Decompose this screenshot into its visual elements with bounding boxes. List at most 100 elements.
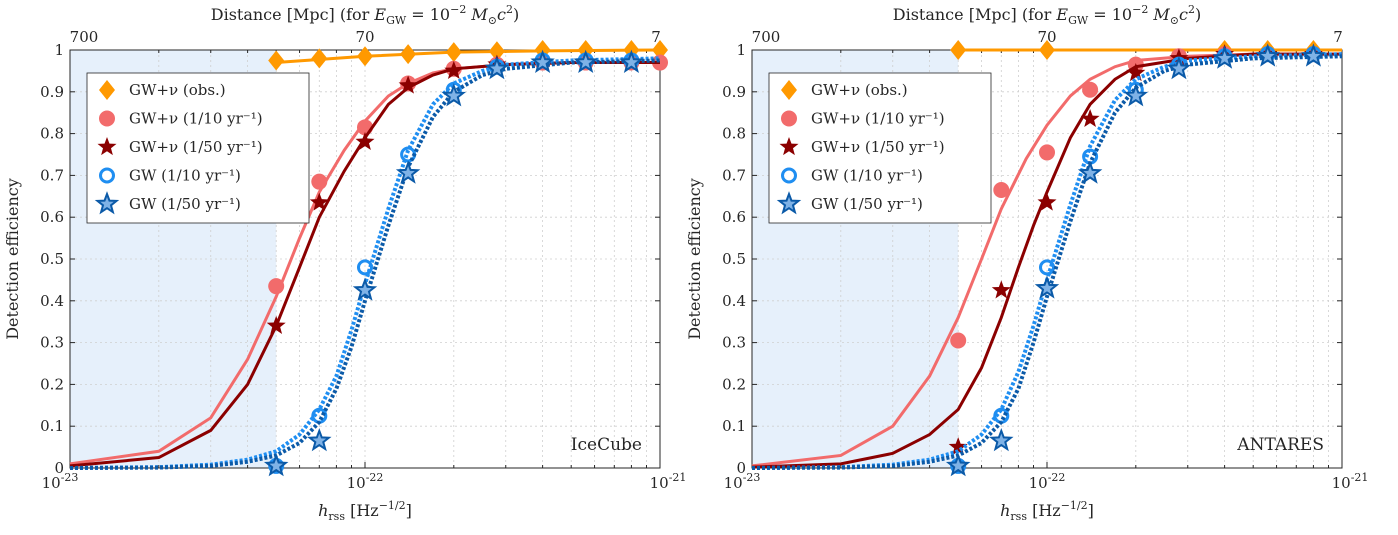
y-tick-label: 0.8	[722, 125, 746, 143]
data-point	[1037, 192, 1057, 211]
y-tick-label: 0.9	[40, 83, 64, 101]
data-point	[263, 453, 289, 477]
panel-annotation: ANTARES	[1236, 435, 1324, 455]
legend-label: GW+ν (1/50 yr⁻¹)	[811, 138, 945, 156]
legend-label: GW (1/10 yr⁻¹)	[129, 167, 241, 185]
series-curve	[751, 52, 1342, 468]
panel-annotation: IceCube	[571, 435, 642, 455]
legend-marker	[776, 191, 802, 215]
data-point	[309, 192, 329, 211]
y-tick-label: 0.1	[40, 417, 64, 435]
data-point	[1166, 55, 1192, 80]
legend-label: GW+ν (1/50 yr⁻¹)	[129, 138, 263, 156]
series-curve	[69, 58, 661, 470]
y-tick-label: 0.3	[40, 334, 64, 352]
top-tick-label: 700	[70, 28, 99, 46]
data-point	[950, 40, 967, 60]
y-tick-label: 0.2	[722, 375, 746, 393]
x-axis-label: hrss [Hz−1/2]	[318, 499, 412, 523]
legend-box	[768, 72, 992, 224]
legend-label: GW+ν (1/10 yr⁻¹)	[811, 110, 945, 128]
data-point	[1039, 144, 1055, 161]
y-tick-label: 0.6	[722, 208, 746, 226]
data-point	[311, 48, 328, 69]
top-tick-label: 700	[752, 28, 781, 46]
legend-marker	[781, 167, 797, 184]
legend-marker	[781, 80, 797, 100]
legend-label: GW+ν (obs.)	[129, 81, 226, 99]
y-tick-label: 0.5	[40, 250, 64, 268]
legend-label: GW (1/50 yr⁻¹)	[129, 195, 241, 213]
data-point	[441, 83, 467, 107]
y-tick-label: 0.7	[722, 166, 746, 184]
data-point	[991, 280, 1011, 299]
legend-marker	[99, 110, 115, 127]
legend-marker	[94, 191, 120, 215]
x-tick-label: 10-21	[1332, 471, 1369, 492]
data-point	[945, 453, 971, 477]
y-tick-label: 0.8	[40, 125, 64, 143]
data-point	[266, 315, 286, 334]
data-point	[573, 49, 598, 73]
data-point	[1034, 275, 1060, 299]
data-point	[652, 40, 668, 60]
legend: GW+ν (obs.) GW+ν (1/10 yr⁻¹) GW+ν (1/50 yr…	[768, 72, 992, 224]
legend-label: GW+ν (obs.)	[811, 81, 908, 99]
data-point	[488, 41, 505, 62]
y-tick-label: 0	[736, 459, 746, 477]
data-point	[400, 44, 417, 65]
x-axis-label: hrss [Hz−1/2]	[1000, 499, 1094, 523]
x-tick-label: 10-21	[650, 471, 687, 492]
data-point	[444, 60, 464, 79]
legend-marker	[779, 137, 799, 156]
y-tick-label: 0.3	[722, 334, 746, 352]
data-point	[989, 427, 1014, 452]
y-axis-label: Detection efficiency	[685, 178, 704, 340]
y-axis-label: Detection efficiency	[3, 178, 22, 340]
data-point	[1255, 43, 1280, 67]
series-4	[69, 49, 661, 477]
data-point	[355, 131, 375, 151]
data-point	[1080, 108, 1100, 128]
x-tick-label: 10-22	[347, 471, 384, 492]
data-point	[311, 173, 328, 190]
y-tick-label: 0.9	[722, 83, 746, 101]
series-curve	[751, 54, 1343, 470]
top-tick-label: 7	[651, 28, 661, 46]
data-point	[484, 55, 510, 80]
y-tick-label: 0.4	[722, 292, 746, 310]
data-point	[619, 49, 644, 73]
data-point	[357, 46, 373, 67]
data-point	[445, 42, 462, 63]
data-point	[1126, 62, 1146, 82]
data-point	[1039, 259, 1055, 276]
data-point	[950, 332, 967, 349]
y-tick-label: 0.2	[40, 375, 64, 393]
x-tick-label: 10-23	[42, 471, 79, 492]
chart-panel-antares: 0 0.1 0.2 0.3 0.4 0.5 0.6 0.7 0.8 0.9 1 10-23 10-22 1…	[685, 3, 1368, 523]
legend-box	[86, 72, 310, 224]
data-point	[352, 277, 378, 301]
series-4	[751, 43, 1343, 477]
series-curve	[751, 52, 1342, 469]
data-point	[1212, 45, 1237, 69]
data-point	[1039, 40, 1055, 60]
y-tick-label: 0.7	[40, 166, 64, 184]
top-axis-label: Distance [Mpc] (for EGW = 10−2 M⊙c2)	[211, 3, 519, 27]
data-point	[993, 182, 1010, 199]
top-tick-label: 70	[1037, 28, 1056, 46]
data-point	[1301, 43, 1326, 67]
y-tick-label: 0	[54, 459, 64, 477]
y-tick-label: 0.1	[722, 417, 746, 435]
legend-marker	[781, 110, 797, 127]
y-tick-label: 1	[54, 41, 64, 59]
legend-label: GW+ν (1/10 yr⁻¹)	[129, 110, 263, 128]
data-point	[307, 427, 332, 452]
legend-marker	[99, 80, 115, 100]
data-point	[268, 50, 285, 71]
y-tick-label: 1	[736, 41, 746, 59]
top-tick-label: 7	[1333, 28, 1343, 46]
data-point	[948, 437, 968, 456]
legend-label: GW (1/10 yr⁻¹)	[811, 167, 923, 185]
data-point	[1077, 160, 1103, 184]
